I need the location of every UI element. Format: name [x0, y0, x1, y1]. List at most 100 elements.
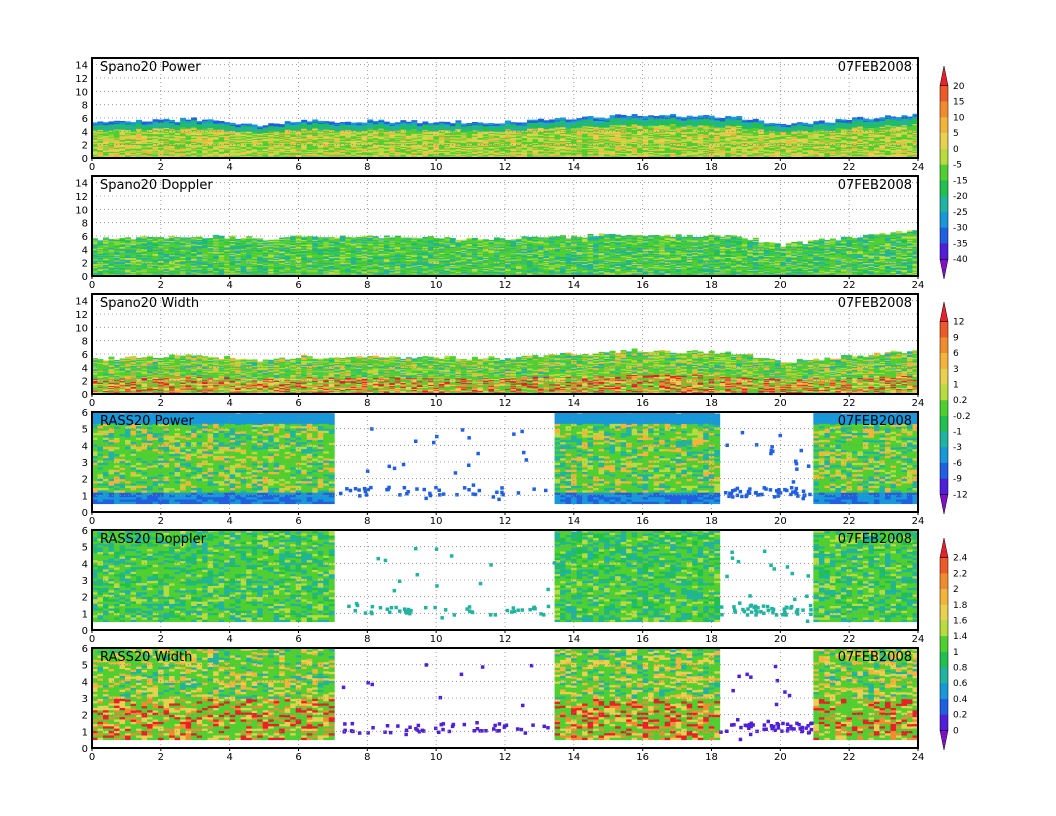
- heatmap-cell: [670, 114, 676, 116]
- heatmap-cell: [626, 116, 632, 117]
- heatmap-cell: [274, 124, 280, 125]
- heatmap-cell: [406, 122, 412, 123]
- heatmap-cell: [257, 126, 263, 127]
- heatmap-cell: [400, 120, 406, 121]
- heatmap-cell: [197, 121, 203, 122]
- heatmap-cell: [555, 118, 561, 119]
- heatmap-cell: [544, 120, 550, 121]
- heatmap-cell: [164, 119, 170, 120]
- heatmap-cell: [472, 122, 478, 123]
- heatmap-cell: [329, 122, 335, 123]
- heatmap-cell: [169, 120, 175, 121]
- heatmap-cell: [477, 122, 483, 123]
- heatmap-cell: [175, 122, 181, 123]
- heatmap-cell: [450, 123, 456, 124]
- heatmap-cell: [312, 119, 318, 120]
- heatmap-cell: [455, 120, 461, 121]
- heatmap-cell: [703, 115, 709, 116]
- heatmap-cell: [384, 122, 390, 123]
- heatmap-cell: [224, 122, 230, 123]
- heatmap-cells: [92, 114, 918, 159]
- heatmap-cell: [428, 123, 434, 124]
- heatmap-cell: [533, 120, 539, 121]
- heatmap-cell: [582, 117, 588, 118]
- heatmap-cell: [417, 123, 423, 124]
- heatmap-cell: [356, 122, 362, 123]
- heatmap-cell: [362, 123, 368, 124]
- heatmap-cell: [488, 123, 494, 124]
- heatmap-cell: [499, 123, 505, 124]
- heatmap-cell: [263, 125, 269, 126]
- heatmap-cell: [648, 115, 654, 116]
- heatmap-cell: [466, 123, 472, 124]
- heatmap-cell: [538, 119, 544, 120]
- heatmap-cell: [637, 116, 643, 117]
- heatmap-cell: [599, 118, 605, 119]
- heatmap-cell: [373, 121, 379, 122]
- heatmap-cell: [654, 116, 660, 117]
- heatmap-cell: [98, 121, 104, 122]
- heatmap-cell: [549, 119, 555, 120]
- heatmap-cell: [103, 122, 109, 123]
- heatmap-cell: [604, 118, 610, 119]
- heatmap-cell: [114, 121, 120, 122]
- heatmap-cell: [268, 123, 274, 124]
- heatmap-cell: [588, 116, 594, 117]
- heatmap-cell: [318, 121, 324, 122]
- heatmap-cell: [411, 120, 417, 121]
- heatmap-cell: [120, 121, 126, 122]
- heatmap-cell: [109, 121, 115, 122]
- heatmap-cell: [516, 122, 522, 123]
- heatmap-cell: [395, 122, 401, 123]
- heatmap-cell: [461, 124, 467, 125]
- heatmap-cell: [334, 123, 340, 124]
- heatmap-cell: [136, 120, 142, 121]
- heatmap-cell: [439, 122, 445, 123]
- heatmap-cell: [301, 120, 307, 121]
- heatmap-cell: [577, 118, 583, 119]
- heatmap-cell: [527, 120, 533, 121]
- heatmap-cell: [725, 116, 731, 117]
- heatmap-cell: [615, 114, 621, 115]
- heatmap-cell: [252, 124, 258, 125]
- heatmap-cell: [340, 122, 346, 123]
- heatmap-cell: [709, 116, 715, 117]
- heatmap-cell: [643, 116, 649, 117]
- heatmap-cell: [219, 121, 225, 122]
- heatmap-cell: [241, 124, 247, 125]
- heatmap-cell: [494, 124, 500, 125]
- heatmap-cell: [367, 119, 373, 120]
- heatmap-cell: [571, 119, 577, 120]
- heatmap-cell: [444, 122, 450, 123]
- heatmap-cell: [483, 123, 489, 124]
- heatmap-cell: [142, 122, 148, 123]
- heatmap-cell: [125, 121, 131, 122]
- heatmap-cell: [279, 124, 285, 125]
- heatmap-cell: [665, 115, 671, 116]
- heatmap-cell: [687, 116, 693, 117]
- heatmap-cell: [610, 115, 616, 116]
- heatmap-cell: [158, 120, 164, 121]
- heatmap-cell: [378, 120, 384, 121]
- heatmap-cell: [522, 123, 528, 124]
- heatmap-cell: [246, 124, 252, 125]
- heatmap-cell: [698, 116, 704, 117]
- heatmap-cell: [422, 121, 428, 122]
- heatmap-cell: [621, 115, 627, 116]
- heatmap-cell: [345, 122, 351, 123]
- heatmap-cell: [213, 121, 219, 122]
- heatmap-cell: [659, 115, 665, 116]
- heatmap-cell: [511, 122, 517, 123]
- heatmap-cell: [632, 114, 638, 116]
- heatmap-cell: [131, 122, 137, 123]
- heatmap-cell: [147, 122, 153, 123]
- heatmap-cell: [323, 121, 329, 122]
- heatmap-cell: [285, 121, 291, 122]
- heatmap-cell: [153, 119, 159, 120]
- heatmap-cell: [566, 120, 572, 121]
- heatmap-cell: [208, 119, 214, 120]
- heatmap-cell: [290, 122, 296, 123]
